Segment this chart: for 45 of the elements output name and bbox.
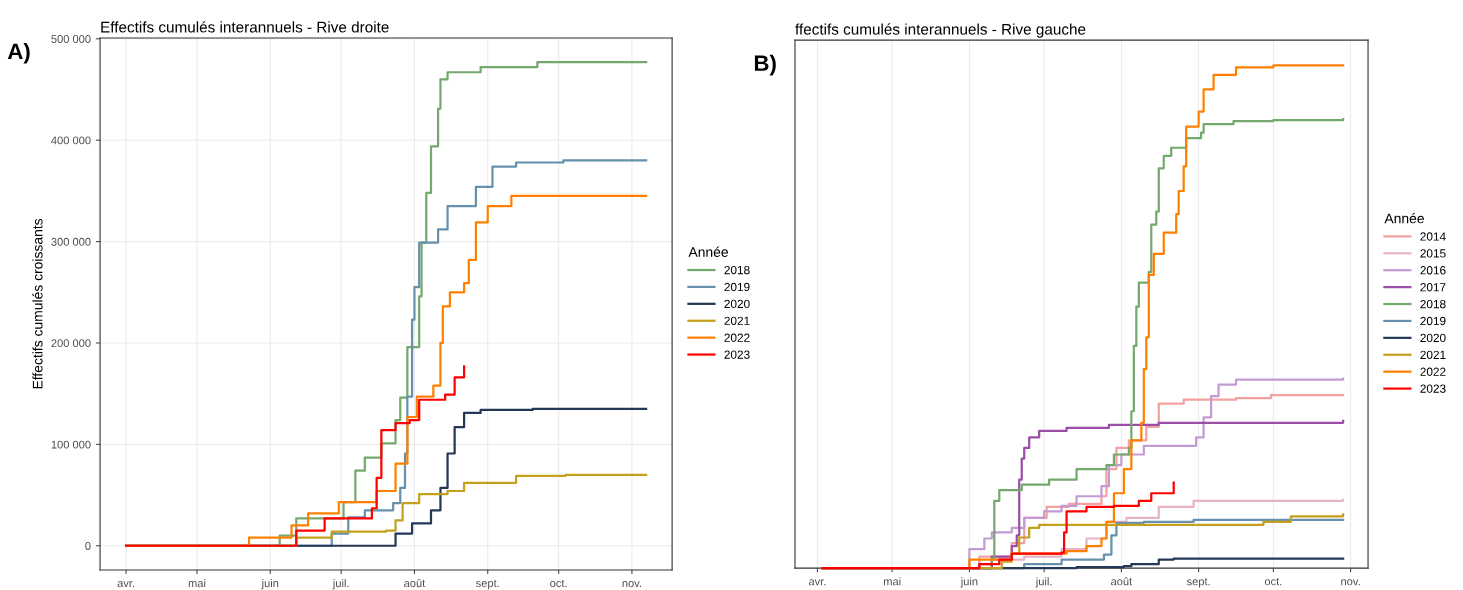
x-tick-label: juil. xyxy=(1035,577,1052,588)
x-tick-label: mai xyxy=(188,578,206,588)
x-tick-label: juin xyxy=(960,577,978,588)
legend-label: 2020 xyxy=(724,299,750,309)
legend-label: 2018 xyxy=(724,265,750,275)
legend-label: 2019 xyxy=(724,282,750,292)
legend-label: 2022 xyxy=(1420,367,1446,376)
x-tick-label: mai xyxy=(883,577,901,586)
y-tick-label: 400 000 xyxy=(51,136,91,145)
legend-label: 2020 xyxy=(1420,333,1446,343)
x-tick-label: sept. xyxy=(1186,578,1210,588)
x-tick-label: nov. xyxy=(1341,579,1360,586)
text: B) xyxy=(754,54,776,76)
legend-title: Année xyxy=(688,246,728,257)
y-tick-label: 500 000 xyxy=(51,35,91,43)
y-tick-label: 300 000 xyxy=(51,237,91,246)
y-tick-label: 200 000 xyxy=(51,339,91,348)
x-tick-label: avr. xyxy=(117,581,135,588)
legend-label: 2018 xyxy=(1420,299,1446,309)
text: A) xyxy=(7,42,30,64)
legend-label: 2016 xyxy=(1420,266,1446,275)
legend-label: 2017 xyxy=(1420,283,1446,292)
legend-label: 2023 xyxy=(724,350,750,359)
legend-title: Année xyxy=(1384,212,1424,224)
chart-title: Effectifs cumulés interannuels - Rive droite xyxy=(101,21,389,33)
y-axis-title: Effectifs cumulés croissants xyxy=(32,218,43,389)
legend-label: 2021 xyxy=(1420,350,1446,360)
legend-label: 2015 xyxy=(1420,249,1446,258)
x-tick-label: août xyxy=(404,578,426,588)
x-tick-label: oct. xyxy=(1264,578,1282,586)
x-tick-label: oct. xyxy=(550,579,567,588)
x-tick-label: juin xyxy=(261,578,279,590)
x-tick-label: août xyxy=(1111,577,1133,586)
legend-label: 2022 xyxy=(724,333,750,342)
y-tick-label: 0 xyxy=(85,542,91,550)
y-tick-label: 100 000 xyxy=(51,440,91,449)
x-tick-label: nov. xyxy=(622,581,641,588)
chart-title: ffectifs cumulés interannuels - Rive gauche xyxy=(795,23,1086,38)
x-tick-label: sept. xyxy=(475,579,499,590)
x-tick-label: juil. xyxy=(332,578,349,590)
legend-label: 2021 xyxy=(724,316,750,325)
x-tick-label: avr. xyxy=(808,579,826,586)
legend-label: 2014 xyxy=(1420,232,1446,241)
legend-label: 2023 xyxy=(1420,384,1446,393)
legend-label: 2019 xyxy=(1420,316,1446,326)
